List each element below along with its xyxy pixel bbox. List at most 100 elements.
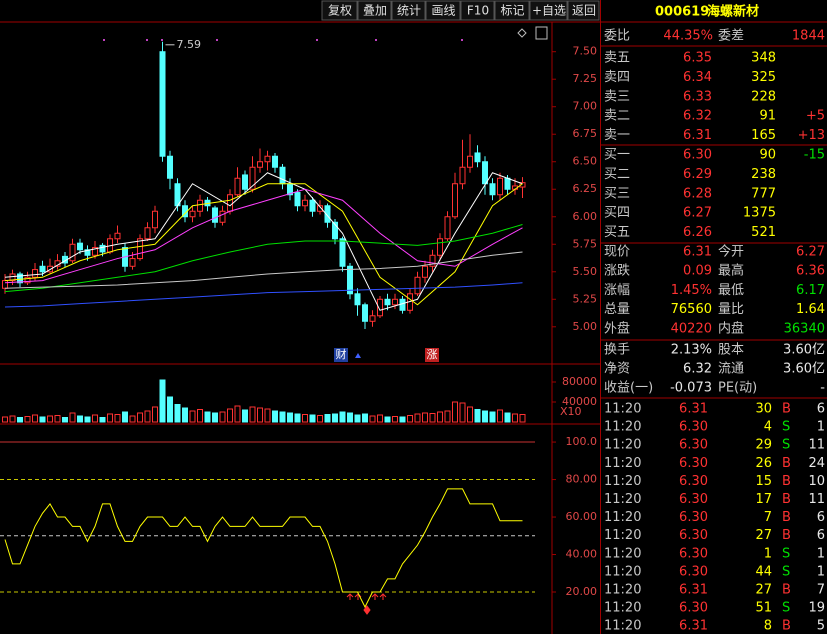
stock-name: 海螺新材 [707, 4, 759, 20]
candle-body [429, 254, 436, 267]
y-tick-label: 5.50 [573, 265, 598, 278]
quote-text: 买二 [604, 167, 630, 182]
quote-text: 6.29 [683, 167, 712, 182]
volume-bar [204, 411, 211, 423]
candle-body [32, 269, 38, 278]
quote-text: 卖五 [604, 51, 630, 66]
toolbar-button[interactable] [460, 0, 495, 21]
toolbar-button[interactable] [425, 0, 461, 21]
quote-text: 6.36 [796, 264, 825, 279]
quote-text: -0.073 [670, 381, 712, 396]
volume-bar [32, 414, 38, 423]
quote-text: S [782, 601, 790, 616]
y-tick-label: 6.25 [573, 182, 598, 195]
quote-text: 6.30 [679, 528, 708, 543]
y-tick-label: 6.50 [573, 155, 598, 168]
quote-text: 卖一 [604, 128, 630, 143]
volume-bar [189, 410, 196, 423]
quote-text: 6 [817, 402, 825, 417]
quote-text: 15 [755, 474, 772, 489]
toolbar-button[interactable] [567, 0, 600, 21]
toolbar-button[interactable] [391, 0, 426, 21]
candle-body [212, 207, 218, 223]
toolbar-label[interactable]: 画线 [431, 4, 455, 18]
diamond-icon[interactable] [517, 28, 527, 38]
candle-body [92, 247, 98, 256]
candle-body [347, 265, 353, 295]
toolbar-button[interactable] [529, 0, 568, 21]
y-tick-label: 100.0 [566, 435, 598, 448]
toolbar-label[interactable]: 标记 [500, 4, 524, 18]
volume-bar [122, 411, 128, 423]
candle-body [159, 51, 166, 157]
toolbar-button[interactable] [321, 0, 358, 21]
moving-average [4, 172, 523, 311]
toolbar-button[interactable] [357, 0, 392, 21]
quote-text: S [782, 546, 790, 561]
volume-bar [317, 415, 323, 423]
quote-text: 6.32 [683, 362, 712, 377]
quote-text: 6.30 [679, 492, 708, 507]
volume-bar [249, 406, 256, 423]
toolbar-label[interactable]: 叠加 [363, 4, 387, 18]
toolbar-label[interactable]: +自选 [532, 4, 566, 18]
quote-text: 11:20 [604, 510, 641, 525]
volume-bar [482, 410, 488, 423]
candle-body [129, 258, 136, 267]
quote-text: 5 [817, 619, 825, 634]
volume-bar [467, 406, 473, 423]
quote-text: B [782, 474, 791, 489]
candle-body [497, 177, 503, 196]
toolbar-button[interactable] [494, 0, 530, 21]
quote-text: 净资 [604, 362, 630, 377]
window-icon[interactable] [535, 26, 548, 40]
volume-bar [279, 411, 286, 423]
volume-bar [422, 412, 428, 423]
candle-body [167, 155, 173, 179]
candle-body [519, 182, 526, 188]
quote-text: 卖二 [604, 109, 630, 124]
candle-body [324, 205, 331, 223]
quote-text: 7 [817, 583, 825, 598]
moving-average [4, 188, 523, 284]
quote-text: 90 [759, 148, 776, 163]
candle-body [489, 183, 496, 196]
volume-bar [9, 415, 16, 423]
volume-bar [234, 405, 241, 423]
quote-text: 6.30 [679, 564, 708, 579]
volume-bar [62, 417, 68, 423]
toolbar-label[interactable]: 复权 [328, 4, 352, 18]
quote-text: 外盘 [604, 320, 630, 336]
quote-text: B [782, 528, 791, 543]
y-tick-label: 40.00 [566, 548, 598, 561]
quote-text: B [782, 510, 791, 525]
quote-text: 6.27 [683, 206, 712, 221]
y-tick-label: 20.00 [566, 585, 598, 598]
candle-body [257, 161, 263, 168]
volume-bar [77, 415, 83, 423]
volume-bar [167, 396, 173, 423]
volume-bar [174, 404, 181, 423]
volume-bar [182, 407, 188, 423]
volume-bar [159, 379, 166, 423]
quote-text: 11:20 [604, 402, 641, 417]
marker-box [425, 348, 439, 362]
y-tick-label: 5.00 [573, 320, 598, 333]
quote-text: S [782, 438, 790, 453]
quote-text: 6.30 [679, 420, 708, 435]
quote-text: 11:20 [604, 456, 641, 471]
toolbar-label[interactable]: F10 [467, 4, 489, 18]
y-tick-label: 40000 [562, 395, 597, 408]
quote-text: 40220 [671, 321, 712, 336]
volume-bar [39, 416, 46, 423]
quote-text: 6.32 [683, 109, 712, 124]
moving-average [4, 223, 523, 293]
candle-body [144, 227, 151, 240]
candle-body [69, 243, 76, 262]
candle-body [272, 155, 278, 168]
quote-text: 348 [751, 51, 776, 66]
toolbar-label[interactable]: 统计 [397, 4, 421, 18]
toolbar-label[interactable]: 返回 [572, 4, 596, 18]
quote-text: 2.13% [671, 343, 712, 358]
